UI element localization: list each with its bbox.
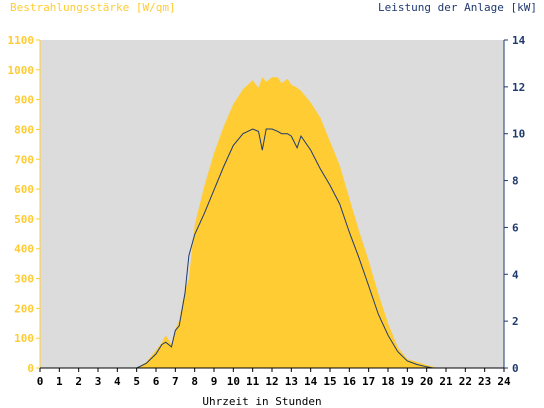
x-tick-label: 22 bbox=[459, 375, 472, 388]
x-tick-label: 10 bbox=[227, 375, 240, 388]
left-tick-label: 100 bbox=[14, 332, 34, 345]
left-tick-label: 400 bbox=[14, 243, 34, 256]
left-axis-title: Bestrahlungsstärke [W/qm] bbox=[10, 1, 176, 14]
x-tick-label: 15 bbox=[323, 375, 336, 388]
x-tick-label: 3 bbox=[95, 375, 102, 388]
left-axis-ticks: 0 100 200 300 400 500 600 700 800 900 1000 1100 bbox=[8, 34, 40, 375]
x-tick-label: 9 bbox=[211, 375, 218, 388]
right-tick-label: 10 bbox=[512, 128, 525, 141]
right-axis-title: Leistung der Anlage [kW] bbox=[378, 1, 537, 14]
x-tick-label: 14 bbox=[304, 375, 318, 388]
x-tick-label: 6 bbox=[153, 375, 160, 388]
left-tick-label: 600 bbox=[14, 183, 34, 196]
x-tick-label: 23 bbox=[478, 375, 491, 388]
x-tick-label: 24 bbox=[497, 375, 511, 388]
x-tick-label: 16 bbox=[343, 375, 357, 388]
x-tick-label: 13 bbox=[285, 375, 298, 388]
left-tick-label: 300 bbox=[14, 273, 34, 286]
left-tick-label: 800 bbox=[14, 123, 34, 136]
right-tick-label: 12 bbox=[512, 81, 525, 94]
left-tick-label: 900 bbox=[14, 94, 34, 107]
right-tick-label: 14 bbox=[512, 34, 526, 47]
x-axis-ticks: 0 1 2 3 4 5 6 7 8 9 10 11 12 13 14 15 16 17 18 19 20 21 22 23 24 bbox=[37, 368, 511, 388]
x-tick-label: 17 bbox=[362, 375, 375, 388]
x-tick-label: 12 bbox=[265, 375, 278, 388]
right-tick-label: 8 bbox=[512, 175, 519, 188]
left-tick-label: 700 bbox=[14, 153, 34, 166]
right-tick-label: 4 bbox=[512, 268, 519, 281]
right-tick-label: 2 bbox=[512, 315, 519, 328]
right-tick-label: 6 bbox=[512, 221, 519, 234]
right-axis-ticks: 0 2 4 6 8 10 12 14 bbox=[504, 34, 526, 375]
irradiance-series bbox=[40, 77, 504, 369]
x-tick-label: 11 bbox=[246, 375, 260, 388]
right-tick-label: 0 bbox=[512, 362, 519, 375]
x-tick-label: 18 bbox=[381, 375, 394, 388]
left-tick-label: 1000 bbox=[8, 64, 35, 77]
x-tick-label: 20 bbox=[420, 375, 433, 388]
x-tick-label: 1 bbox=[56, 375, 63, 388]
x-tick-label: 8 bbox=[191, 375, 198, 388]
x-axis-title: Uhrzeit in Stunden bbox=[202, 395, 321, 408]
left-tick-label: 0 bbox=[27, 362, 34, 375]
x-tick-label: 0 bbox=[37, 375, 44, 388]
x-tick-label: 19 bbox=[401, 375, 414, 388]
x-tick-label: 7 bbox=[172, 375, 179, 388]
x-tick-label: 5 bbox=[133, 375, 140, 388]
left-tick-label: 500 bbox=[14, 213, 34, 226]
left-tick-label: 200 bbox=[14, 302, 34, 315]
x-tick-label: 2 bbox=[75, 375, 82, 388]
power-series bbox=[40, 128, 504, 369]
x-tick-label: 21 bbox=[439, 375, 453, 388]
irradiance-area bbox=[40, 77, 504, 369]
power-line bbox=[40, 128, 504, 369]
left-tick-label: 1100 bbox=[8, 34, 35, 47]
x-tick-label: 4 bbox=[114, 375, 121, 388]
